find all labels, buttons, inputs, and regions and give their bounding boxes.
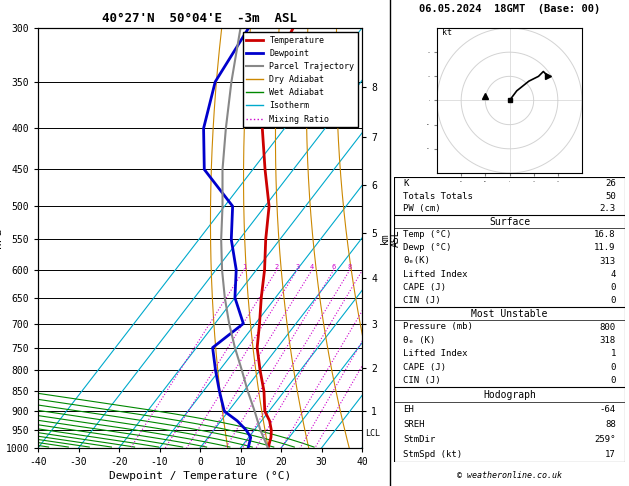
Text: 50: 50	[605, 191, 616, 201]
Text: 0: 0	[610, 363, 616, 371]
Text: EH: EH	[403, 405, 414, 414]
Text: 88: 88	[605, 420, 616, 429]
Text: 800: 800	[599, 323, 616, 331]
Text: θₑ(K): θₑ(K)	[403, 257, 430, 265]
Text: 0: 0	[610, 376, 616, 385]
Text: 16.8: 16.8	[594, 230, 616, 239]
Text: CIN (J): CIN (J)	[403, 376, 441, 385]
Text: 26: 26	[605, 179, 616, 188]
X-axis label: Dewpoint / Temperature (°C): Dewpoint / Temperature (°C)	[109, 471, 291, 481]
Text: 06.05.2024  18GMT  (Base: 00): 06.05.2024 18GMT (Base: 00)	[419, 4, 600, 14]
Text: 0: 0	[610, 283, 616, 292]
Text: CAPE (J): CAPE (J)	[403, 283, 446, 292]
Text: Surface: Surface	[489, 217, 530, 226]
Text: 1: 1	[610, 349, 616, 358]
Text: StmSpd (kt): StmSpd (kt)	[403, 450, 462, 459]
Text: Totals Totals: Totals Totals	[403, 191, 473, 201]
Text: StmDir: StmDir	[403, 435, 435, 444]
Text: © weatheronline.co.uk: © weatheronline.co.uk	[457, 471, 562, 480]
Legend: Temperature, Dewpoint, Parcel Trajectory, Dry Adiabat, Wet Adiabat, Isotherm, Mi: Temperature, Dewpoint, Parcel Trajectory…	[243, 32, 358, 127]
Text: SREH: SREH	[403, 420, 425, 429]
Text: 4: 4	[610, 270, 616, 278]
Text: 318: 318	[599, 336, 616, 345]
Text: Pressure (mb): Pressure (mb)	[403, 323, 473, 331]
Y-axis label: hPa: hPa	[0, 228, 3, 248]
Title: 40°27'N  50°04'E  -3m  ASL: 40°27'N 50°04'E -3m ASL	[103, 13, 298, 25]
Text: 8: 8	[348, 264, 352, 270]
Text: 3: 3	[295, 264, 299, 270]
Y-axis label: km
ASL: km ASL	[380, 229, 401, 247]
Text: CIN (J): CIN (J)	[403, 296, 441, 305]
Text: LCL: LCL	[365, 429, 381, 438]
Text: CAPE (J): CAPE (J)	[403, 363, 446, 371]
Text: Dewp (°C): Dewp (°C)	[403, 243, 452, 252]
Text: kt: kt	[442, 28, 452, 37]
Text: Hodograph: Hodograph	[483, 389, 536, 399]
Text: Most Unstable: Most Unstable	[471, 309, 548, 319]
Text: PW (cm): PW (cm)	[403, 204, 441, 213]
Text: 1: 1	[242, 264, 246, 270]
Text: 11.9: 11.9	[594, 243, 616, 252]
Text: -64: -64	[599, 405, 616, 414]
Text: Lifted Index: Lifted Index	[403, 349, 468, 358]
Text: θₑ (K): θₑ (K)	[403, 336, 435, 345]
Text: Temp (°C): Temp (°C)	[403, 230, 452, 239]
Text: K: K	[403, 179, 409, 188]
Text: 2.3: 2.3	[599, 204, 616, 213]
Text: 0: 0	[610, 296, 616, 305]
Text: 313: 313	[599, 257, 616, 265]
Text: 259°: 259°	[594, 435, 616, 444]
Text: 6: 6	[331, 264, 336, 270]
Text: Lifted Index: Lifted Index	[403, 270, 468, 278]
Text: 4: 4	[310, 264, 314, 270]
Text: 17: 17	[605, 450, 616, 459]
Text: 2: 2	[275, 264, 279, 270]
